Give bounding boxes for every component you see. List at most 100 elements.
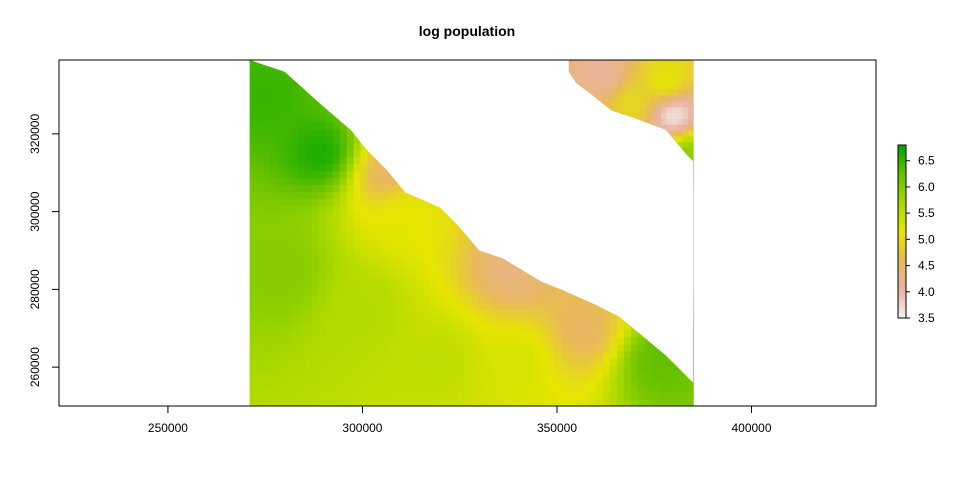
raster-cell [686,378,694,386]
raster-cell [332,385,341,393]
raster-cell [339,385,348,393]
raster-cell [256,198,265,206]
raster-cell [270,329,278,338]
raster-cell [499,309,507,317]
raster-cell [318,239,327,248]
raster-cell [471,371,479,379]
raster-cell [312,260,320,269]
raster-cell [582,302,590,310]
raster-cell [270,267,278,276]
raster-cell [687,83,694,90]
raster-cell [381,385,389,393]
raster-cell [305,198,313,206]
raster-cell [277,392,285,400]
raster-cell [249,316,258,324]
raster-cell [374,260,382,269]
raster-cell [325,392,334,400]
raster-cell [429,302,438,310]
raster-cell [346,260,355,269]
raster-cell [318,267,327,276]
raster-cell [256,378,265,386]
raster-cell [263,212,272,220]
raster-cell [618,83,625,90]
raster-cell [339,309,348,317]
raster-cell [325,212,334,220]
raster-cell [612,71,619,79]
raster-cell [374,288,382,296]
raster-cell [485,274,493,283]
raster-cell [388,309,396,317]
raster-cell [415,316,424,324]
raster-cell [415,267,424,276]
raster-cell [687,106,694,114]
raster-cell [672,392,680,400]
legend-tick-label: 5.5 [918,206,935,220]
raster-cell [554,322,563,331]
raster-cell [499,260,507,269]
raster-cell [291,122,299,130]
raster-cell [589,316,597,324]
raster-cell [249,191,258,199]
raster-cell [519,385,528,393]
raster-cell [298,267,306,276]
raster-cell [256,163,265,172]
raster-cell [381,205,389,213]
raster-cell [339,371,348,379]
raster-cell [422,392,431,400]
raster-cell [346,378,355,386]
raster-cell [353,198,362,206]
raster-cell [687,153,694,160]
raster-cell [415,219,424,227]
raster-cell [630,378,639,386]
raster-cell [415,233,424,241]
raster-cell [256,226,265,234]
raster-cell [519,364,528,372]
raster-cell [547,392,556,400]
raster-cell [639,112,646,119]
raster-cell [332,198,341,206]
raster-cell [339,205,348,213]
raster-cell [381,371,389,379]
raster-cell [395,184,403,193]
raster-cell [298,239,306,248]
raster-cell [677,65,684,73]
raster-cell [506,371,514,379]
raster-cell [512,329,521,338]
raster-cell [367,253,375,262]
raster-cell [291,385,299,393]
raster-cell [526,288,535,296]
raster-cell [471,316,479,324]
raster-cell [284,122,292,130]
raster-cell [298,94,306,103]
raster-cell [249,115,258,123]
raster-cell [436,316,445,324]
raster-cell [325,253,334,262]
raster-cell [381,226,389,234]
raster-cell [575,77,582,84]
raster-cell [485,322,493,331]
raster-cell [312,246,320,255]
raster-cell [318,316,327,324]
raster-cell [298,357,306,366]
raster-cell [270,239,278,248]
raster-cell [402,336,410,345]
raster-cell [492,399,500,406]
raster-cell [616,322,625,331]
raster-cell [263,378,272,386]
raster-cell [665,364,673,372]
raster-cell [256,177,265,186]
raster-cell [603,309,611,317]
raster-cell [661,71,667,79]
raster-cell [471,288,479,296]
raster-cell [277,73,285,82]
raster-cell [367,399,375,406]
raster-cell [639,94,646,102]
raster-cell [582,336,590,345]
raster-cell [457,295,466,303]
raster-cell [298,177,306,186]
raster-cell [367,170,375,179]
raster-cell [346,212,355,220]
raster-cell [506,295,514,303]
raster-cell [381,177,389,186]
raster-cell [457,371,466,379]
